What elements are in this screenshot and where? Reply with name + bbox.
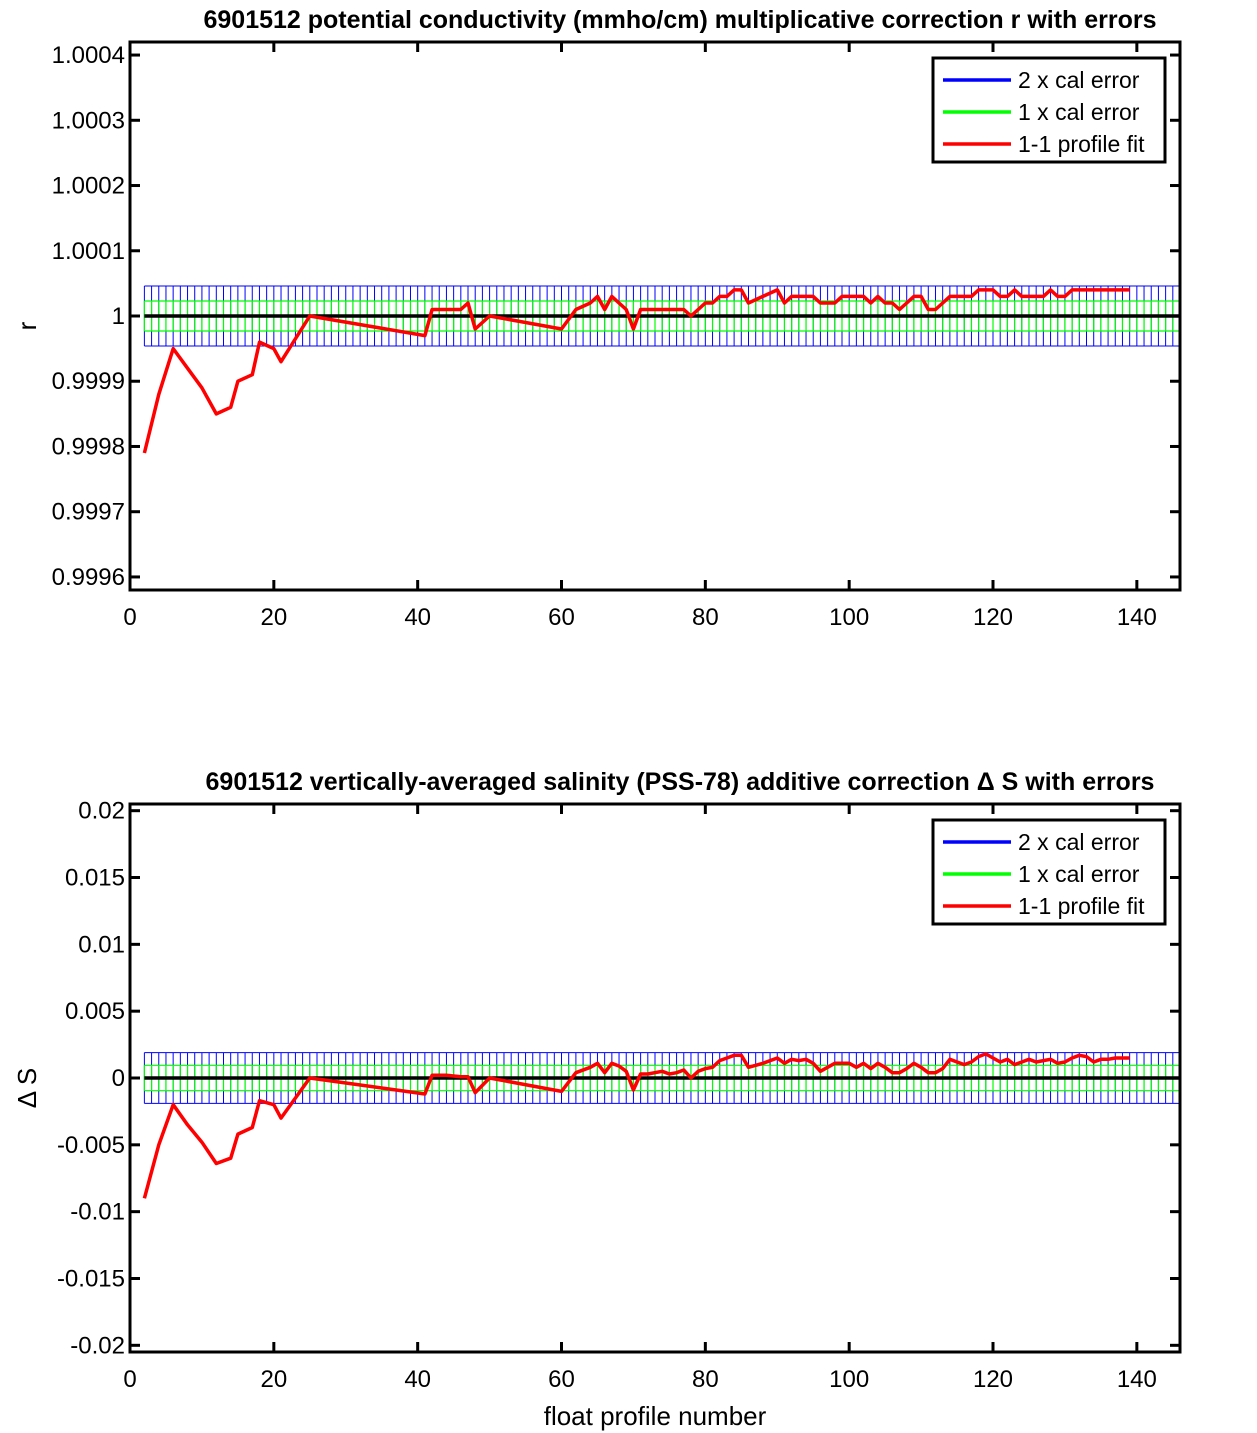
chart-title: 6901512 vertically-averaged salinity (PS… (206, 768, 1155, 796)
y-tick-label: -0.02 (70, 1332, 125, 1359)
y-tick-label: 1.0001 (52, 238, 125, 265)
y-tick-label: -0.015 (57, 1265, 125, 1292)
y-tick-label: 0.9996 (52, 564, 125, 591)
y-tick-label: 0.005 (65, 998, 125, 1025)
x-tick-label: 80 (692, 604, 719, 631)
y-tick-label: 1 (112, 303, 125, 330)
x-tick-label: 140 (1117, 1366, 1157, 1393)
y-tick-label: 0 (112, 1065, 125, 1092)
conductivity-correction-chart: 6901512 potential conductivity (mmho/cm)… (12, 6, 1182, 631)
y-tick-label: 0.02 (78, 798, 125, 825)
y-tick-label: 0.9998 (52, 433, 125, 460)
y-tick-label: 0.01 (78, 931, 125, 958)
legend-entry-one-x-cal-error: 1 x cal error (1018, 861, 1140, 887)
y-tick-label: -0.005 (57, 1132, 125, 1159)
x-tick-label: 60 (548, 604, 575, 631)
chart-title: 6901512 potential conductivity (mmho/cm)… (203, 6, 1156, 34)
x-tick-label: 140 (1117, 604, 1157, 631)
y-tick-label: 1.0003 (52, 107, 125, 134)
legend-entry-profile-fit: 1-1 profile fit (1018, 893, 1145, 919)
x-axis-label: float profile number (544, 1401, 767, 1431)
x-tick-label: 20 (260, 1366, 287, 1393)
legend-entry-two-x-cal-error: 2 x cal error (1018, 829, 1140, 855)
x-tick-label: 120 (973, 604, 1013, 631)
x-tick-label: 0 (123, 1366, 136, 1393)
x-tick-label: 120 (973, 1366, 1013, 1393)
x-tick-label: 100 (829, 1366, 869, 1393)
x-tick-label: 40 (404, 604, 431, 631)
x-tick-label: 0 (123, 604, 136, 631)
legend-entry-one-x-cal-error: 1 x cal error (1018, 99, 1140, 125)
y-tick-label: -0.01 (70, 1199, 125, 1226)
y-axis-label: r (12, 321, 42, 330)
x-tick-label: 80 (692, 1366, 719, 1393)
profile-fit-line (142, 1052, 1130, 1199)
x-tick-label: 40 (404, 1366, 431, 1393)
legend-entry-two-x-cal-error: 2 x cal error (1018, 67, 1140, 93)
plot-area (142, 1052, 1180, 1199)
y-axis-label: Δ S (12, 1068, 42, 1109)
salinity-correction-chart: 6901512 vertically-averaged salinity (PS… (12, 768, 1182, 1431)
x-tick-label: 60 (548, 1366, 575, 1393)
legend-box (931, 818, 1167, 926)
legend: 2 x cal error 1 x cal error 1-1 profile fi… (931, 818, 1167, 926)
y-tick-label: 0.015 (65, 865, 125, 892)
profile-fit-line (142, 288, 1130, 454)
y-tick-label: 1.0004 (52, 42, 125, 69)
y-tick-label: 0.9997 (52, 499, 125, 526)
y-tick-label: 1.0002 (52, 173, 125, 200)
x-tick-label: 100 (829, 604, 869, 631)
legend-entry-profile-fit: 1-1 profile fit (1018, 131, 1145, 157)
legend: 2 x cal error 1 x cal error 1-1 profile fi… (931, 56, 1167, 164)
y-tick-label: 0.9999 (52, 368, 125, 395)
x-tick-label: 20 (260, 604, 287, 631)
